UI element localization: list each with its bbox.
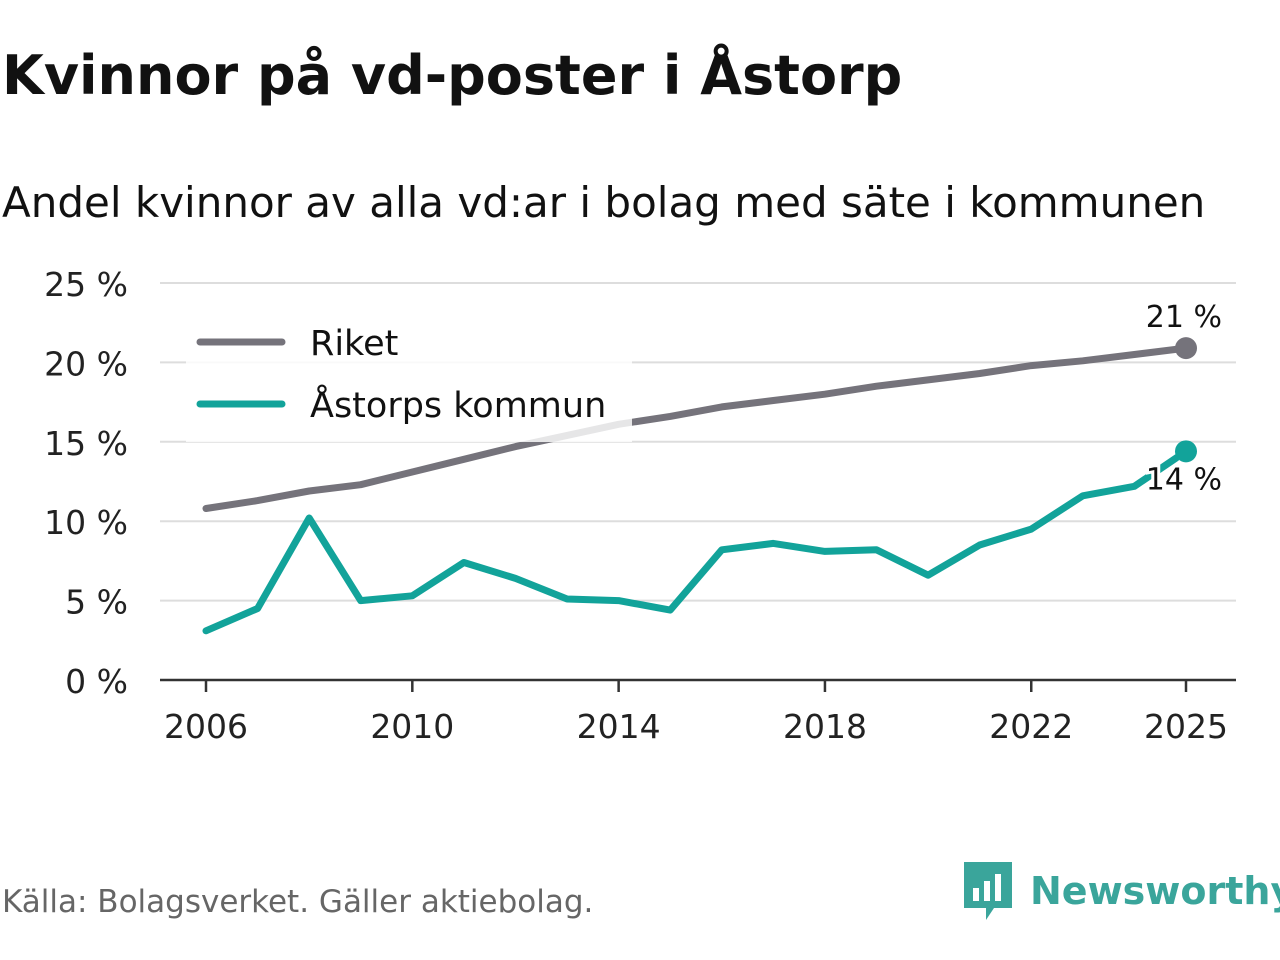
brand-name: Newsworthy [1030, 869, 1280, 913]
source-note: Källa: Bolagsverket. Gäller aktiebolag. [2, 884, 594, 920]
series-end-point-riket [1175, 337, 1197, 360]
x-tick-label: 2018 [783, 707, 867, 746]
x-tick-label: 2010 [370, 707, 454, 746]
series-lines [202, 337, 1197, 635]
legend: Riket Åstorps kommun [186, 318, 632, 442]
series-end-point-kommun [1175, 440, 1197, 463]
x-tick-label: 2014 [577, 707, 661, 746]
x-tick-label: 2006 [164, 707, 248, 746]
y-tick-label: 15 % [44, 424, 128, 463]
x-axis-ticks: 2006 2010 2014 2018 2022 2025 [164, 680, 1228, 746]
newsworthy-logo-icon [964, 862, 1012, 920]
end-labels: 21 % 14 % [1143, 297, 1225, 500]
brand-logo: Newsworthy [964, 862, 1280, 920]
y-tick-label: 5 % [65, 583, 128, 622]
y-tick-label: 25 % [44, 265, 128, 304]
end-label-kommun: 14 % [1146, 462, 1222, 497]
y-tick-label: 20 % [44, 344, 128, 383]
series-line-riket [202, 344, 1190, 512]
y-tick-label: 0 % [65, 662, 128, 701]
end-label-riket: 21 % [1146, 300, 1222, 335]
chart-subtitle: Andel kvinnor av alla vd:ar i bolag med … [2, 178, 1206, 227]
legend-label-kommun: Åstorps kommun [310, 383, 606, 426]
legend-label-riket: Riket [310, 324, 398, 364]
x-tick-label: 2025 [1144, 707, 1228, 746]
y-axis-ticks: 0 % 5 % 10 % 15 % 20 % 25 % [44, 265, 128, 701]
x-tick-label: 2022 [989, 707, 1073, 746]
chart-title: Kvinnor på vd-poster i Åstorp [2, 44, 903, 107]
series-line-kommun [202, 447, 1190, 635]
y-tick-label: 10 % [44, 503, 128, 542]
